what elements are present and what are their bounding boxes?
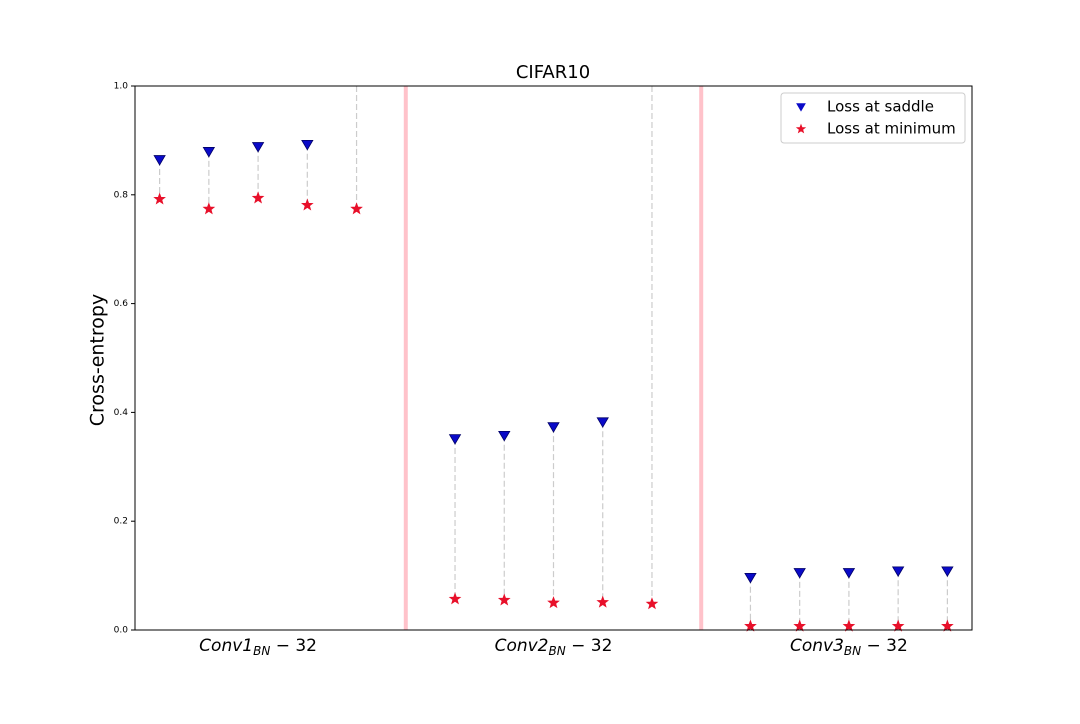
group-name: Conv1: [199, 636, 253, 656]
point: [153, 192, 166, 205]
group-subscript: BN: [844, 644, 861, 658]
point: [744, 619, 757, 632]
legend-box: [780, 92, 966, 144]
legend-marker: [796, 103, 806, 112]
y-tick-label: 1.0: [114, 82, 129, 92]
y-tick-label: 0.8: [114, 190, 129, 200]
point: [744, 572, 757, 584]
point: [793, 619, 806, 632]
chart-title: CIFAR10: [516, 62, 590, 83]
point: [497, 593, 511, 606]
point: [941, 566, 954, 577]
point: [202, 147, 216, 158]
group-label: Conv2BN − 32: [495, 636, 613, 661]
y-tick-label: 0.2: [114, 517, 128, 527]
y-tick-label: 0.4: [114, 408, 129, 418]
point: [941, 619, 954, 632]
point: [498, 430, 511, 442]
point: [301, 198, 314, 211]
legend-label: Loss at minimum: [827, 120, 956, 138]
group-suffix: − 32: [276, 636, 317, 656]
point: [448, 592, 462, 605]
point: [301, 139, 314, 151]
point: [842, 619, 856, 632]
point: [891, 619, 905, 632]
y-axis-label: Cross-entropy: [87, 294, 109, 426]
point: [547, 422, 560, 433]
point: [251, 191, 265, 204]
group-suffix: − 32: [867, 636, 908, 656]
point: [842, 568, 856, 579]
point: [448, 434, 462, 445]
group-name: Conv3: [790, 636, 844, 656]
point: [793, 568, 806, 579]
group-suffix: − 32: [571, 636, 612, 656]
group-subscript: BN: [253, 644, 270, 658]
point: [891, 566, 905, 577]
y-tick-label: 0.6: [114, 299, 129, 309]
group-label: Conv1BN − 32: [199, 636, 317, 661]
group-name: Conv2: [495, 636, 549, 656]
legend-label: Loss at saddle: [827, 98, 934, 116]
point: [596, 417, 609, 428]
point: [645, 597, 659, 610]
point: [202, 202, 216, 215]
group-subscript: BN: [549, 644, 566, 658]
point: [350, 202, 363, 215]
point: [547, 596, 560, 609]
plot-frame: [134, 85, 973, 631]
point: [596, 595, 610, 608]
group-label: Conv3BN − 32: [790, 636, 908, 661]
point: [251, 142, 265, 153]
point: [153, 155, 166, 166]
legend-marker: [795, 123, 807, 134]
y-tick-label: 0.0: [114, 626, 129, 636]
